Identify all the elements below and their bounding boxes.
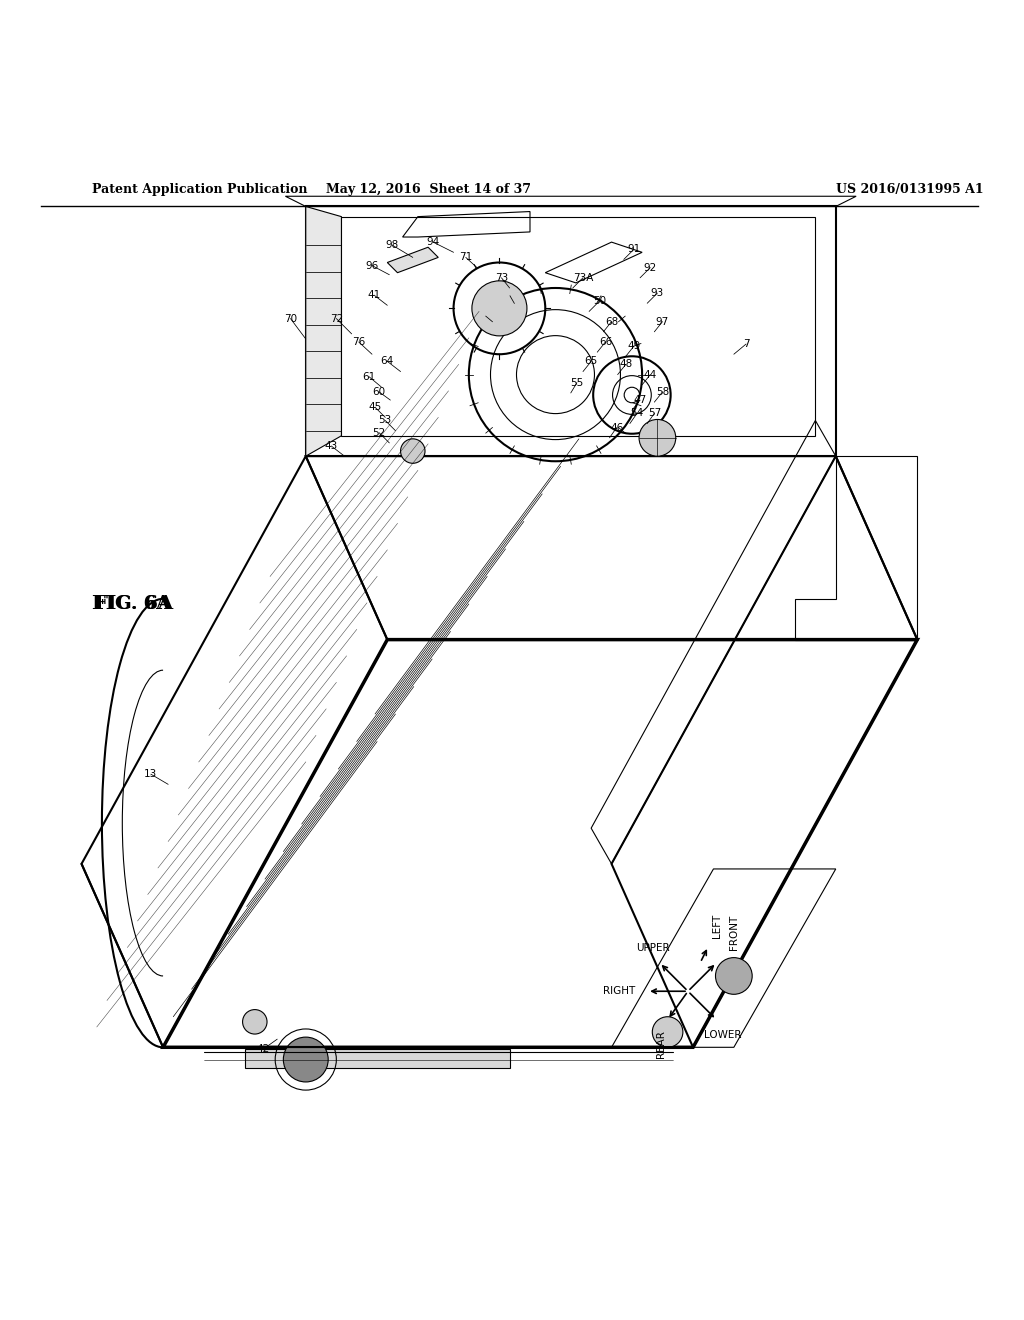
Text: 44: 44 xyxy=(644,370,656,380)
Text: 60: 60 xyxy=(373,387,386,397)
Text: 7: 7 xyxy=(742,339,750,348)
Text: 57: 57 xyxy=(648,408,660,418)
Circle shape xyxy=(243,1010,267,1034)
Text: 55: 55 xyxy=(570,378,584,388)
Text: LEFT: LEFT xyxy=(713,913,723,939)
Text: 98: 98 xyxy=(386,240,399,251)
Polygon shape xyxy=(306,206,341,457)
Text: 91: 91 xyxy=(628,244,641,255)
Text: 52: 52 xyxy=(373,428,386,438)
Text: 94: 94 xyxy=(427,238,439,247)
Text: May 12, 2016  Sheet 14 of 37: May 12, 2016 Sheet 14 of 37 xyxy=(326,182,530,195)
Circle shape xyxy=(472,281,527,335)
Text: 50: 50 xyxy=(593,296,606,306)
Text: FIG. 6A: FIG. 6A xyxy=(92,595,173,612)
Text: 71: 71 xyxy=(459,252,472,263)
Text: 64: 64 xyxy=(381,356,394,367)
Text: 65: 65 xyxy=(585,356,598,367)
Circle shape xyxy=(639,420,676,457)
Text: 42: 42 xyxy=(256,1044,269,1055)
Text: 61: 61 xyxy=(362,372,376,381)
Text: 58: 58 xyxy=(655,387,669,397)
Text: 49: 49 xyxy=(628,341,641,351)
Polygon shape xyxy=(387,247,438,273)
Text: LOWER: LOWER xyxy=(703,1030,741,1040)
Text: UPPER: UPPER xyxy=(637,942,670,953)
Text: 93: 93 xyxy=(651,288,664,298)
Circle shape xyxy=(716,957,753,994)
Text: 47: 47 xyxy=(634,395,647,405)
Text: 45: 45 xyxy=(369,403,382,412)
Text: 97: 97 xyxy=(655,317,669,326)
Text: 73A: 73A xyxy=(572,273,593,282)
Text: 41: 41 xyxy=(368,290,381,300)
Circle shape xyxy=(652,1016,683,1047)
Text: 72: 72 xyxy=(330,314,343,323)
Text: 92: 92 xyxy=(644,263,656,273)
Text: 70: 70 xyxy=(284,314,297,323)
Text: FIG. 6A: FIG. 6A xyxy=(95,595,170,612)
Text: 96: 96 xyxy=(366,260,379,271)
Text: US 2016/0131995 A1: US 2016/0131995 A1 xyxy=(836,182,983,195)
Text: 46: 46 xyxy=(610,422,624,433)
Text: 13: 13 xyxy=(144,770,158,779)
Circle shape xyxy=(400,438,425,463)
Text: 68: 68 xyxy=(605,317,618,326)
Text: 48: 48 xyxy=(620,359,633,370)
Text: 43: 43 xyxy=(325,441,338,451)
Text: 53: 53 xyxy=(379,416,392,425)
Text: FRONT: FRONT xyxy=(729,915,738,950)
Text: REAR: REAR xyxy=(656,1030,667,1057)
Text: 73: 73 xyxy=(495,273,508,282)
Text: 76: 76 xyxy=(352,337,366,347)
Text: 54: 54 xyxy=(631,408,644,418)
Polygon shape xyxy=(245,1049,510,1068)
Circle shape xyxy=(284,1038,328,1082)
Text: Patent Application Publication: Patent Application Publication xyxy=(92,182,307,195)
Text: RIGHT: RIGHT xyxy=(603,986,635,997)
Text: 66: 66 xyxy=(599,337,612,347)
